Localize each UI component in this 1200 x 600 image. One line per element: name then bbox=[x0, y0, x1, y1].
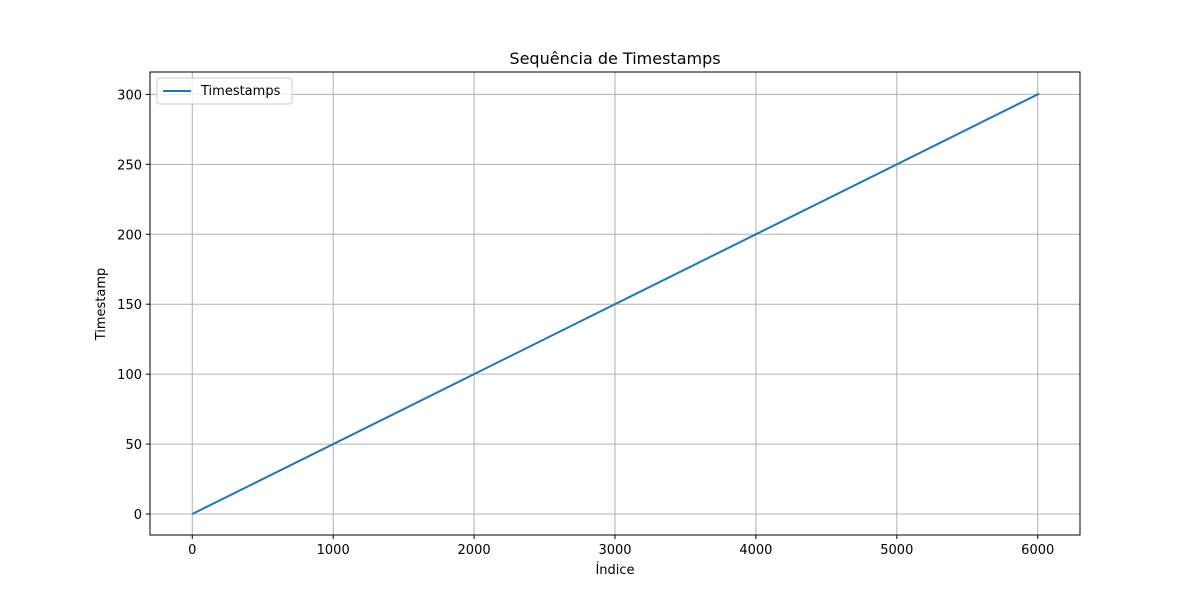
y-tick-label: 50 bbox=[125, 438, 142, 453]
series-line-0 bbox=[191, 92, 1040, 515]
x-tick-label: 3000 bbox=[598, 543, 631, 558]
y-tick-label: 0 bbox=[134, 508, 142, 523]
x-tick-label: 1000 bbox=[317, 543, 350, 558]
legend-box bbox=[156, 77, 293, 105]
y-axis-label: Timestamp bbox=[94, 268, 109, 342]
y-tick-label: 300 bbox=[117, 88, 142, 103]
x-tick-label: 2000 bbox=[458, 543, 491, 558]
x-tick-label: 6000 bbox=[1021, 543, 1054, 558]
y-tick-label: 100 bbox=[117, 368, 142, 383]
x-tick-label: 4000 bbox=[739, 543, 772, 558]
x-tick-label: 0 bbox=[188, 543, 196, 558]
chart-title: Sequência de Timestamps bbox=[509, 49, 720, 68]
y-tick-label: 250 bbox=[117, 158, 142, 173]
axis-ticks: 0 1000 2000 3000 4000 5000 6000 0 50 100 150 200 250… bbox=[117, 88, 1054, 558]
x-axis-label: Índice bbox=[595, 562, 634, 578]
series-layer bbox=[191, 92, 1040, 515]
y-tick-label: 150 bbox=[117, 298, 142, 313]
y-tick-label: 200 bbox=[117, 228, 142, 243]
legend: Timestamps bbox=[156, 77, 293, 105]
x-tick-label: 5000 bbox=[880, 543, 913, 558]
legend-label: Timestamps bbox=[200, 84, 281, 99]
